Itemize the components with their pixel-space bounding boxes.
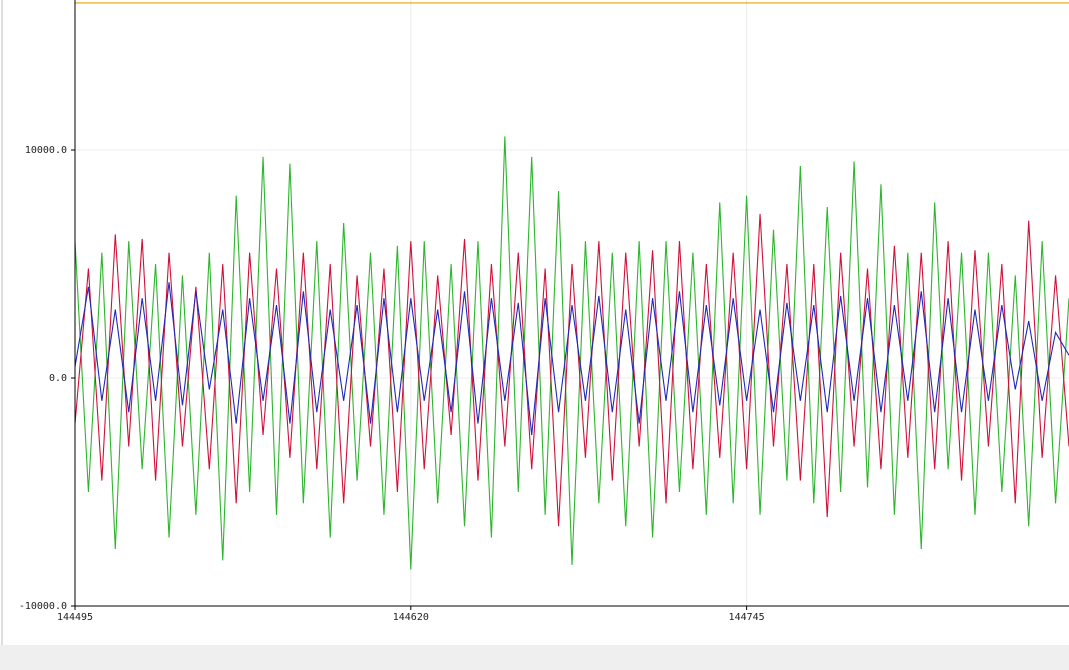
tick-labels: -10000.0 0.0 10000.0 144495 144620 144745 <box>19 145 765 623</box>
bottom-bar <box>0 645 1069 670</box>
x-tick-label: 144745 <box>729 612 765 623</box>
y-tick-label: 0.0 <box>49 373 67 384</box>
series-line <box>74 282 1069 436</box>
x-tick-label: 144620 <box>393 612 429 623</box>
series-line <box>74 136 1069 570</box>
series-line <box>74 213 1069 527</box>
plot-lines <box>74 2 1069 570</box>
y-tick-label: -10000.0 <box>19 601 67 612</box>
x-tick-label: 144495 <box>57 612 93 623</box>
y-tick-label: 10000.0 <box>25 145 67 156</box>
